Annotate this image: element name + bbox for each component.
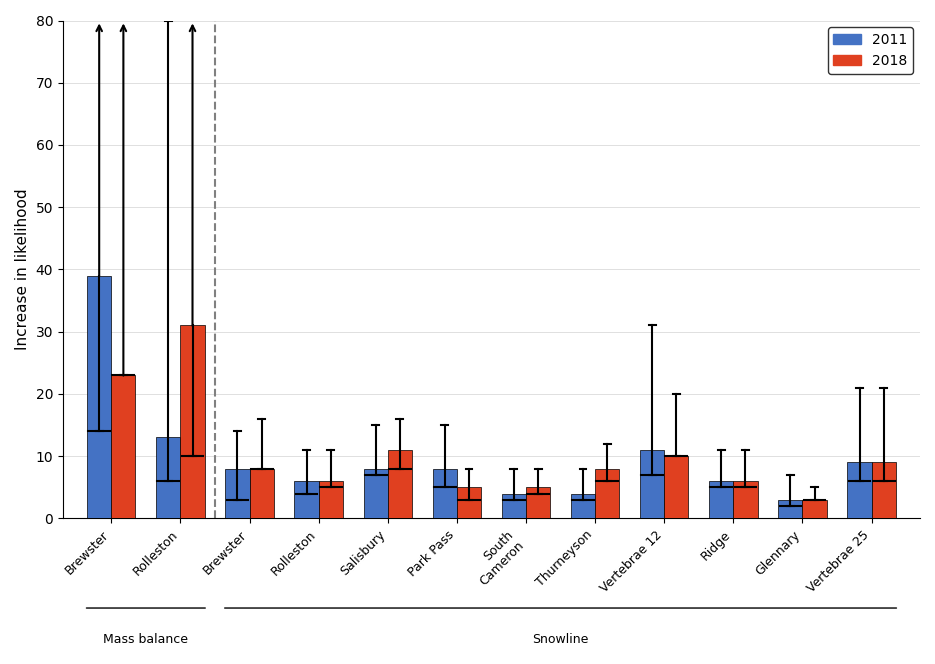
Bar xyxy=(733,481,757,519)
Bar xyxy=(596,469,619,519)
Bar xyxy=(664,456,688,519)
Y-axis label: Increase in likelihood: Increase in likelihood xyxy=(15,189,30,351)
Bar xyxy=(502,493,526,519)
Bar xyxy=(87,276,111,519)
Legend: 2011, 2018: 2011, 2018 xyxy=(827,27,913,74)
Bar xyxy=(295,481,319,519)
Bar xyxy=(457,487,482,519)
Bar xyxy=(709,481,733,519)
Text: Mass balance: Mass balance xyxy=(104,633,188,646)
Bar xyxy=(640,450,664,519)
Bar xyxy=(571,493,596,519)
Bar xyxy=(225,469,250,519)
Bar xyxy=(319,481,343,519)
Bar xyxy=(847,462,871,519)
Bar xyxy=(156,438,180,519)
Bar xyxy=(250,469,274,519)
Bar xyxy=(526,487,550,519)
Bar xyxy=(180,325,205,519)
Bar xyxy=(433,469,457,519)
Bar xyxy=(364,469,388,519)
Bar xyxy=(388,450,412,519)
Text: Snowline: Snowline xyxy=(532,633,589,646)
Bar xyxy=(871,462,896,519)
Bar xyxy=(802,500,827,519)
Bar xyxy=(778,500,802,519)
Bar xyxy=(111,375,136,519)
